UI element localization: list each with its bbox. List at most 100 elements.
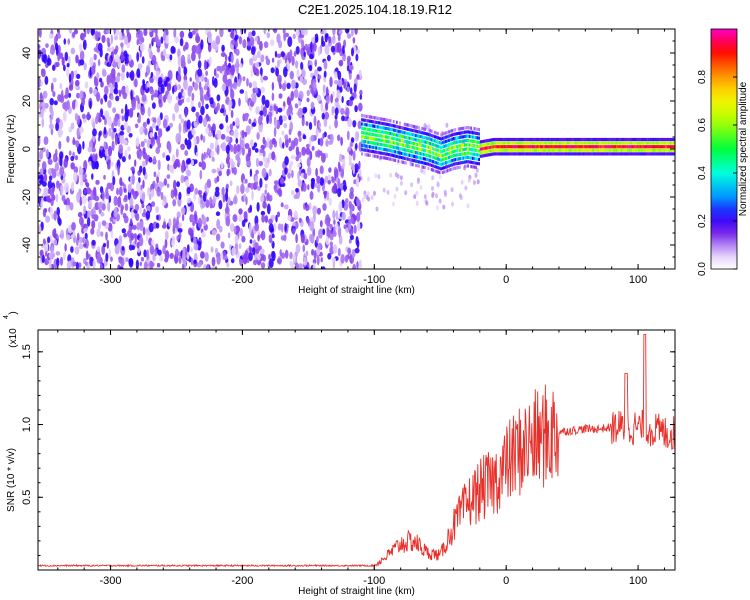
signal-cell bbox=[649, 145, 651, 149]
signal-cell bbox=[424, 140, 427, 144]
signal-cell bbox=[574, 145, 577, 149]
noise-cell bbox=[238, 97, 241, 107]
noise-cell bbox=[316, 236, 319, 244]
signal-cell bbox=[625, 152, 628, 156]
noise-cell bbox=[329, 233, 334, 241]
noise-cell bbox=[214, 106, 219, 114]
signal-cell bbox=[484, 139, 487, 143]
noise-cell bbox=[134, 203, 140, 211]
signal-cell bbox=[388, 118, 390, 122]
signal-cell bbox=[407, 136, 409, 140]
signal-cell bbox=[612, 145, 615, 149]
signal-cell bbox=[430, 163, 433, 167]
signal-cell bbox=[596, 137, 599, 142]
noise-cell bbox=[71, 222, 76, 231]
noise-cell bbox=[180, 143, 186, 150]
noise-cell bbox=[195, 152, 199, 157]
y-axis-label: Frequency (Hz) bbox=[6, 115, 17, 184]
signal-cell bbox=[549, 141, 552, 145]
noise-cell bbox=[359, 89, 363, 96]
signal-cell bbox=[581, 148, 583, 152]
noise-cell bbox=[342, 45, 345, 55]
signal-cell bbox=[440, 145, 442, 150]
signal-cell bbox=[490, 141, 493, 146]
noise-cell bbox=[315, 167, 318, 177]
signal-cell bbox=[454, 158, 457, 162]
signal-cell bbox=[464, 156, 466, 160]
signal-cell bbox=[369, 145, 371, 149]
sparse-noise-cell bbox=[367, 196, 371, 202]
signal-cell bbox=[407, 153, 409, 157]
snr-series-line bbox=[38, 333, 675, 568]
noise-cell bbox=[330, 45, 335, 53]
sparse-noise-cell bbox=[436, 182, 440, 188]
signal-cell bbox=[541, 148, 544, 152]
signal-cell bbox=[407, 123, 409, 127]
signal-cell bbox=[483, 150, 485, 154]
noise-cell bbox=[131, 174, 135, 185]
noise-cell bbox=[271, 92, 275, 102]
signal-cell bbox=[619, 152, 621, 156]
noise-cell bbox=[277, 211, 280, 218]
signal-cell bbox=[620, 141, 623, 145]
signal-cell bbox=[471, 152, 474, 156]
noise-cell bbox=[318, 128, 322, 133]
signal-cell bbox=[462, 139, 465, 143]
signal-cell bbox=[402, 126, 405, 130]
signal-cell bbox=[451, 133, 454, 137]
signal-cell bbox=[376, 146, 379, 150]
noise-cell bbox=[238, 36, 243, 45]
signal-cell bbox=[369, 136, 371, 140]
signal-cell bbox=[383, 156, 386, 160]
noise-cell bbox=[72, 31, 76, 38]
noise-cell bbox=[79, 196, 83, 206]
noise-cell bbox=[243, 211, 248, 220]
noise-cell bbox=[54, 162, 60, 172]
noise-cell bbox=[254, 175, 258, 183]
signal-cell bbox=[408, 140, 411, 145]
signal-cell bbox=[400, 134, 403, 138]
noise-cell bbox=[97, 201, 103, 209]
signal-cell bbox=[380, 147, 382, 151]
signal-cell bbox=[414, 138, 417, 142]
noise-cell bbox=[146, 205, 151, 213]
noise-cell bbox=[186, 186, 191, 194]
noise-cell bbox=[326, 228, 331, 239]
noise-cell bbox=[210, 126, 214, 134]
signal-cell bbox=[631, 148, 634, 152]
signal-cell bbox=[407, 132, 409, 136]
noise-cell bbox=[52, 77, 57, 83]
noise-cell bbox=[229, 123, 234, 130]
signal-cell bbox=[525, 148, 528, 152]
noise-cell bbox=[193, 136, 197, 147]
noise-cell bbox=[46, 57, 52, 66]
noise-cell bbox=[124, 111, 129, 122]
noise-cell bbox=[307, 166, 312, 176]
signal-cell bbox=[653, 141, 656, 145]
noise-cell bbox=[45, 149, 50, 159]
signal-cell bbox=[441, 145, 444, 149]
signal-cell bbox=[384, 143, 387, 147]
noise-cell bbox=[127, 183, 132, 193]
signal-cell bbox=[388, 144, 390, 148]
noise-cell bbox=[76, 232, 80, 241]
signal-cell bbox=[638, 152, 640, 156]
signal-cell bbox=[426, 162, 428, 166]
signal-cell bbox=[464, 126, 466, 130]
signal-cell bbox=[476, 136, 479, 140]
signal-cell bbox=[665, 137, 667, 142]
x-axis-label: Height of straight line (km) bbox=[298, 285, 415, 296]
noise-cell bbox=[219, 65, 223, 74]
noise-cell bbox=[232, 82, 238, 90]
noise-cell bbox=[197, 68, 203, 77]
noise-cell bbox=[68, 150, 72, 156]
signal-cell bbox=[562, 145, 564, 149]
noise-cell bbox=[113, 207, 118, 218]
signal-cell bbox=[544, 137, 547, 142]
signal-cell bbox=[568, 148, 571, 152]
noise-cell bbox=[70, 47, 76, 55]
signal-cell bbox=[476, 127, 479, 131]
noise-cell bbox=[111, 131, 115, 141]
signal-cell bbox=[361, 131, 363, 135]
noise-cell bbox=[349, 141, 353, 148]
